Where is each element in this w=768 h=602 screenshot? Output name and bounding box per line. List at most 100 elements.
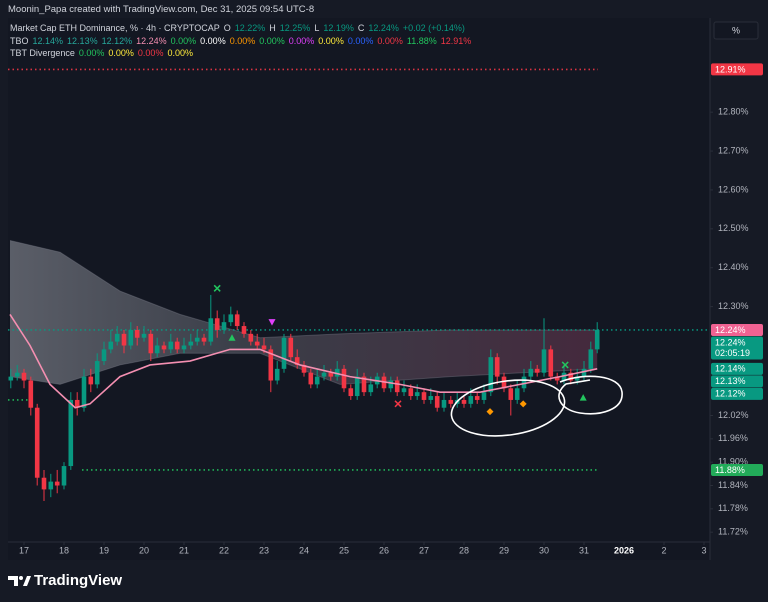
price-label-text: 12.24% — [715, 337, 746, 347]
legend-row: Market Cap ETH Dominance, % · 4h · CRYPT… — [10, 22, 475, 35]
candle-body — [428, 396, 434, 400]
candle-body — [368, 384, 374, 393]
marker-diamond — [519, 400, 527, 408]
candle-body — [8, 376, 14, 381]
candle-body — [121, 333, 127, 346]
x-tick-label: 26 — [379, 545, 389, 555]
x-tick-label: 22 — [219, 545, 229, 555]
candle-body — [174, 341, 180, 350]
legend-item: TBO — [10, 35, 29, 46]
attribution: Moonin_Papa created with TradingView.com… — [8, 4, 315, 15]
price-label-text: 12.13% — [715, 376, 746, 386]
hand-drawn-circle — [558, 375, 623, 415]
y-tick-label: 11.84% — [718, 480, 748, 490]
legend-item: 0.00% — [318, 35, 344, 46]
marker-triangle-up — [228, 334, 236, 341]
candle-body — [394, 380, 400, 393]
legend-item: TBT Divergence — [10, 48, 75, 58]
marker-cross — [561, 361, 569, 369]
legend-item: 12.25% — [279, 23, 311, 33]
candle-body — [74, 399, 80, 408]
candle-body — [41, 477, 47, 490]
candle-body — [541, 349, 547, 373]
x-tick-label: 17 — [19, 545, 29, 555]
candle-body — [528, 368, 534, 377]
candle-body — [141, 333, 147, 338]
y-tick-label: 12.30% — [718, 301, 749, 311]
candle-body — [294, 357, 300, 365]
candle-body — [421, 392, 427, 400]
candle-body — [468, 396, 474, 404]
legend-item: 12.91% — [440, 35, 472, 46]
candle-body — [481, 392, 487, 400]
plot-area — [8, 18, 710, 560]
x-tick-label: 30 — [539, 545, 549, 555]
legend-item: 0.00% — [347, 35, 374, 46]
y-tick-label: 12.70% — [718, 145, 749, 155]
price-label-text: 12.91% — [715, 64, 746, 74]
legend-item: 12.12% — [101, 35, 133, 46]
y-tick-label: 12.40% — [718, 262, 749, 272]
candle-body — [28, 380, 34, 408]
unit-button[interactable] — [713, 21, 759, 40]
y-tick-label: 11.96% — [718, 433, 748, 443]
legend-item: 0.00% — [259, 35, 285, 46]
x-tick-label: 2026 — [614, 545, 634, 555]
legend-item: 12.24% — [136, 35, 167, 46]
x-tick-label: 28 — [459, 545, 469, 555]
legend-item: 12.14% — [32, 35, 64, 46]
legend-item: O — [223, 23, 231, 33]
candle-body — [348, 388, 354, 397]
candle-body — [441, 399, 447, 408]
price-label-text: 12.24% — [715, 325, 746, 335]
legend-item: 12.24% — [368, 23, 399, 33]
candle-body — [61, 466, 67, 486]
x-tick-label: 18 — [59, 545, 69, 555]
legend-item: H — [269, 23, 276, 33]
candle-body — [214, 318, 220, 330]
candle-body — [434, 396, 440, 408]
candle-body — [514, 388, 520, 400]
candle-body — [94, 361, 100, 385]
price-label — [711, 375, 763, 388]
candle-body — [301, 364, 307, 373]
marker-triangle-up — [579, 394, 587, 401]
price-label-countdown: 02:05:19 — [715, 348, 750, 358]
candle-body — [574, 376, 580, 381]
candle-body — [34, 407, 40, 478]
candle-body — [488, 357, 494, 393]
candle-body — [21, 372, 27, 381]
candle-body — [401, 388, 407, 393]
candle-body — [334, 368, 340, 377]
candle-body — [414, 392, 420, 397]
x-tick-label: 29 — [499, 545, 509, 555]
legend: Market Cap ETH Dominance, % · 4h · CRYPT… — [10, 22, 475, 60]
candle-body — [128, 329, 134, 346]
candle-body — [281, 337, 287, 369]
marker-diamond — [486, 408, 494, 416]
candle-body — [308, 372, 314, 385]
candle-body — [194, 337, 200, 342]
candle-body — [148, 333, 154, 354]
price-label — [711, 323, 763, 336]
x-tick-label: 21 — [179, 545, 189, 555]
legend-item: 0.00% — [78, 48, 105, 58]
x-tick-label: 2 — [661, 545, 666, 555]
y-tick-label: 11.90% — [718, 457, 748, 467]
y-tick-label: 12.02% — [718, 410, 749, 420]
legend-item: 0.00% — [167, 48, 193, 58]
candle-body — [594, 329, 600, 350]
hand-drawn-circle — [450, 379, 566, 437]
marker-cross — [213, 284, 221, 292]
candle-body — [234, 314, 240, 327]
candle-body — [221, 322, 227, 330]
candle-body — [68, 399, 74, 467]
legend-item: 12.19% — [323, 23, 354, 33]
candle-body — [48, 481, 54, 490]
x-tick-label: 25 — [339, 545, 349, 555]
legend-item: C — [357, 23, 365, 33]
legend-row: TBT Divergence 0.00% 0.00% 0.00% 0.00% — [10, 47, 475, 60]
candle-body — [474, 396, 480, 400]
price-label-text: 12.12% — [715, 389, 746, 399]
